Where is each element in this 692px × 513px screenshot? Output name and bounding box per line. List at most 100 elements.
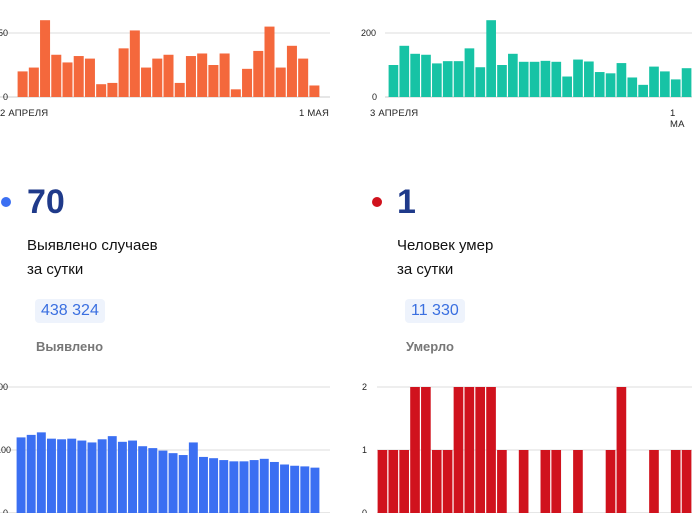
bar — [97, 439, 107, 513]
orange-bar-chart: 50 0 — [0, 20, 330, 102]
red-bar-chart: 2 1 0 — [362, 382, 692, 513]
y-tick-label: 00 — [0, 382, 8, 392]
bar — [36, 432, 46, 513]
bar — [129, 30, 140, 97]
bar — [77, 440, 87, 513]
bar — [399, 45, 410, 97]
bar — [464, 387, 475, 513]
y-tick-label: 200 — [361, 28, 376, 38]
bar — [253, 50, 264, 97]
bar — [107, 82, 118, 97]
bar — [670, 79, 681, 97]
teal-bar-chart: 200 0 — [361, 20, 692, 102]
bar — [16, 437, 26, 513]
bar — [453, 387, 464, 513]
bar — [28, 67, 39, 97]
bar-series — [16, 432, 320, 513]
bar — [178, 455, 188, 513]
deaths-description: Человек умер за сутки — [397, 234, 493, 282]
bar — [17, 71, 28, 97]
bar — [464, 48, 475, 97]
bar — [594, 72, 605, 97]
y-tick-label: 0 — [3, 508, 8, 513]
bar — [118, 48, 129, 97]
bar-series — [388, 20, 692, 98]
bar — [377, 450, 388, 513]
bar — [410, 387, 420, 513]
cases-dot — [1, 197, 11, 207]
cases-description: Выявлено случаев за сутки — [27, 234, 158, 282]
bar — [529, 61, 540, 97]
y-tick-label: 0 — [372, 92, 377, 102]
bar — [486, 387, 496, 513]
bar — [185, 56, 196, 97]
bar — [148, 448, 158, 513]
bar — [310, 467, 320, 513]
bar — [573, 450, 583, 513]
bar — [219, 460, 229, 513]
bar — [431, 450, 442, 513]
bar — [475, 67, 486, 97]
bar — [638, 84, 648, 97]
bar — [670, 450, 681, 513]
cases-description-line2: за сутки — [27, 261, 84, 278]
bar — [399, 450, 409, 513]
bar — [51, 54, 62, 97]
deaths-dot — [372, 197, 382, 207]
bar-series — [377, 387, 692, 513]
cases-description-line1: Выявлено случаев — [27, 237, 158, 254]
bar — [616, 63, 627, 97]
bar — [96, 84, 107, 97]
bar — [188, 442, 198, 513]
bar — [219, 53, 230, 97]
bar — [475, 387, 486, 513]
bar — [660, 71, 670, 97]
bar-series — [17, 20, 320, 98]
deaths-description-line1: Человек умер — [397, 237, 494, 254]
bar — [269, 461, 279, 513]
bar — [107, 436, 117, 513]
bar — [540, 60, 551, 97]
bar — [388, 65, 399, 97]
end-date-label: 1 МАЯ — [299, 108, 330, 119]
bar — [442, 61, 453, 97]
y-tick-label: 2 — [362, 382, 367, 392]
y-tick-label: 0 — [362, 508, 367, 513]
bar — [141, 67, 152, 97]
bar — [551, 450, 562, 513]
bar — [540, 450, 551, 513]
bar — [117, 441, 127, 513]
bar — [280, 464, 289, 513]
bar — [649, 450, 659, 513]
bar — [158, 450, 168, 513]
bar — [649, 66, 659, 97]
bar — [84, 58, 95, 97]
bar — [73, 56, 84, 97]
cases-count: 70 — [27, 183, 65, 221]
bar — [627, 77, 638, 97]
bar — [605, 450, 616, 513]
bar — [62, 62, 73, 97]
bar — [486, 20, 496, 98]
blue-bar-chart: 00 100 0 — [0, 382, 330, 513]
bar — [298, 58, 309, 97]
deaths-count: 1 — [397, 183, 416, 221]
start-date-label: 3 АПРЕЛЯ — [370, 108, 419, 119]
bar — [230, 89, 241, 97]
bar — [309, 85, 320, 97]
bar — [87, 442, 97, 513]
bar — [47, 438, 56, 513]
bar — [197, 53, 208, 97]
bar — [410, 53, 420, 97]
bar — [616, 387, 627, 513]
bar — [128, 440, 137, 513]
y-tick-label: 0 — [3, 92, 8, 102]
bar — [199, 456, 208, 513]
bar — [57, 439, 67, 513]
bar — [286, 45, 297, 97]
bar — [163, 54, 174, 97]
bar — [168, 453, 178, 513]
bar — [562, 76, 572, 97]
cases-total-label: Выявлено — [36, 339, 104, 354]
deaths-description-line2: за сутки — [397, 261, 454, 278]
